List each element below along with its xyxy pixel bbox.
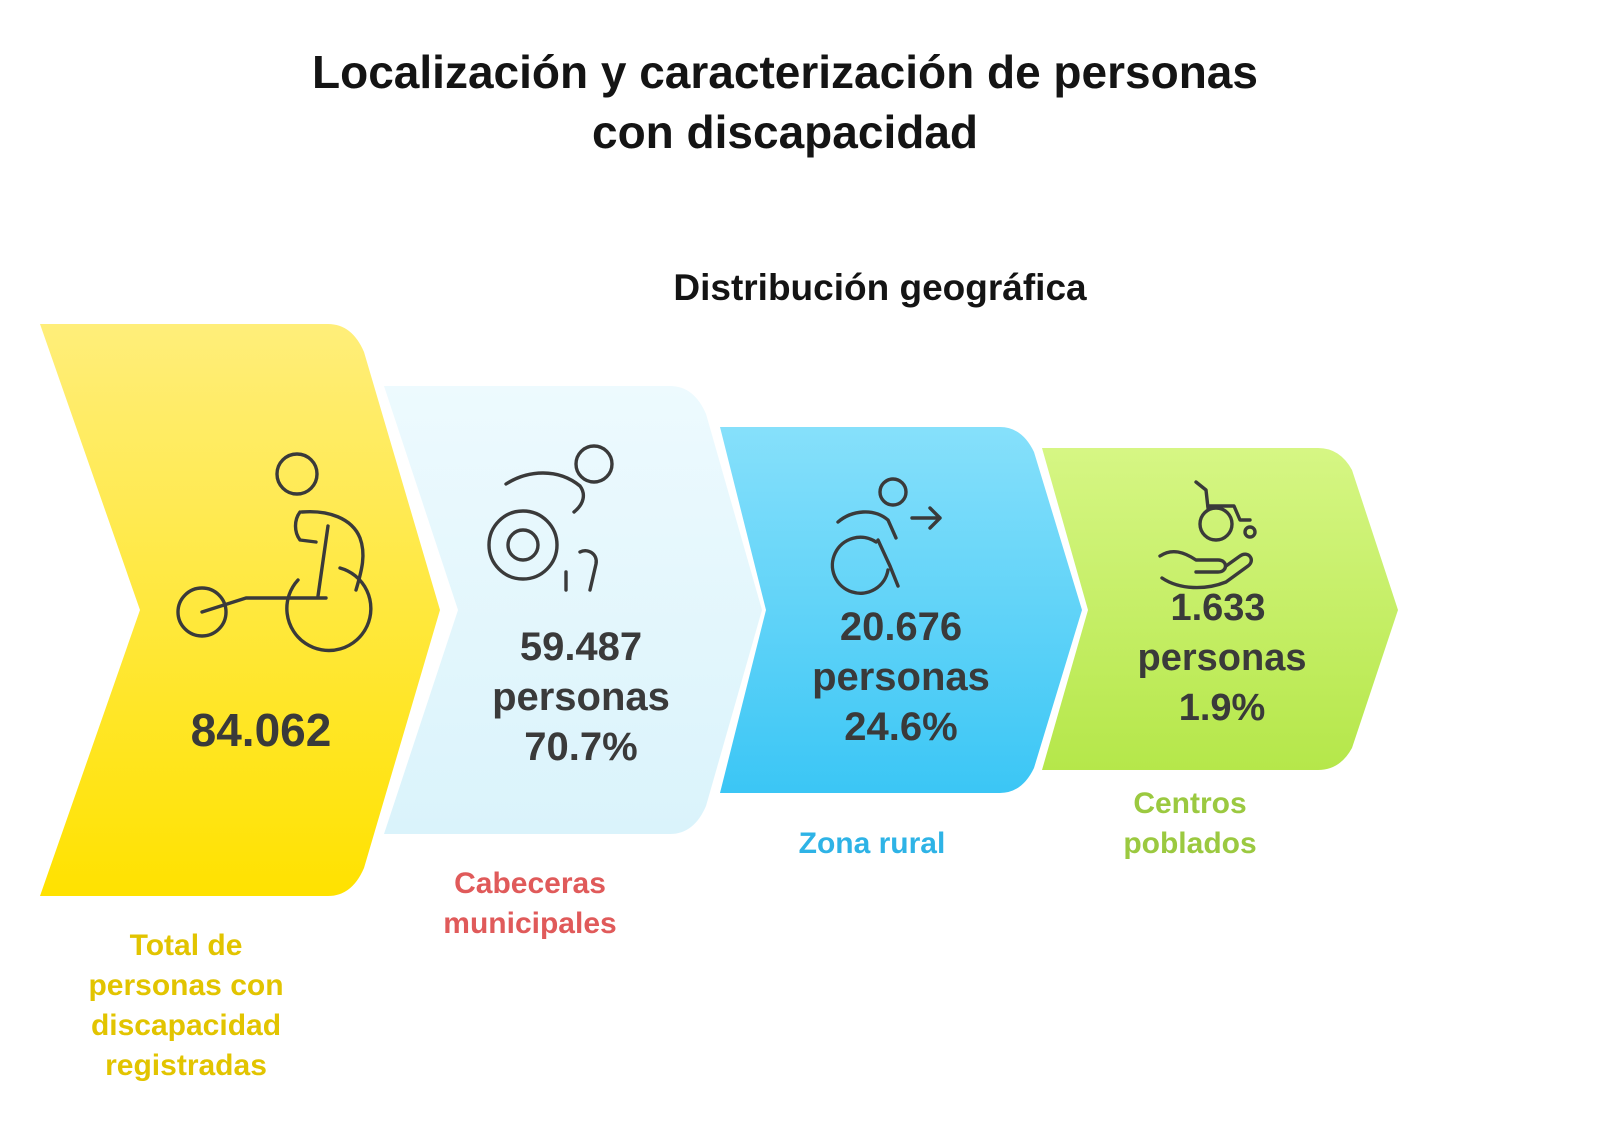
- chevron-cabeceras-municipales: [384, 386, 762, 834]
- chevron-centros-poblados: [1042, 448, 1398, 770]
- chevron-total: [40, 324, 440, 896]
- svg-text:registradas: registradas: [105, 1049, 267, 1082]
- svg-text:Zona rural: Zona rural: [799, 827, 946, 860]
- centros-percent: 1.9%: [1179, 687, 1266, 729]
- zona-rural-value: 20.676: [840, 605, 962, 649]
- svg-text:Cabeceras: Cabeceras: [454, 867, 606, 900]
- svg-text:Centros: Centros: [1133, 787, 1246, 820]
- svg-text:municipales: municipales: [443, 907, 616, 940]
- total-label: Total de personas con discapacidad regis…: [88, 929, 283, 1082]
- cabeceras-unit: personas: [492, 675, 670, 719]
- section-subtitle: Distribución geográfica: [673, 267, 1087, 308]
- svg-text:poblados: poblados: [1123, 827, 1256, 860]
- centros-label: Centros poblados: [1123, 787, 1256, 860]
- cabeceras-value: 59.487: [520, 625, 642, 669]
- centros-value: 1.633: [1170, 587, 1265, 629]
- wheelchair-move-icon: [830, 477, 942, 595]
- page-title-line-2: con discapacidad: [592, 106, 978, 158]
- cabeceras-percent: 70.7%: [524, 725, 637, 769]
- centros-unit: personas: [1138, 637, 1307, 679]
- hand-wheelchair-icon: [1158, 480, 1257, 590]
- svg-text:Total de: Total de: [130, 929, 243, 962]
- svg-text:discapacidad: discapacidad: [91, 1009, 281, 1042]
- chevron-zona-rural: [720, 427, 1082, 793]
- cabeceras-label: Cabeceras municipales: [443, 867, 616, 940]
- wheelchair-athlete-icon: [487, 444, 614, 592]
- zona-rural-percent: 24.6%: [844, 705, 957, 749]
- page-title-line-1: Localización y caracterización de person…: [312, 46, 1258, 98]
- total-value: 84.062: [191, 704, 332, 756]
- svg-text:personas con: personas con: [88, 969, 283, 1002]
- wheelchair-racing-icon: [176, 452, 373, 653]
- zona-rural-label: Zona rural: [799, 827, 946, 860]
- zona-rural-unit: personas: [812, 655, 990, 699]
